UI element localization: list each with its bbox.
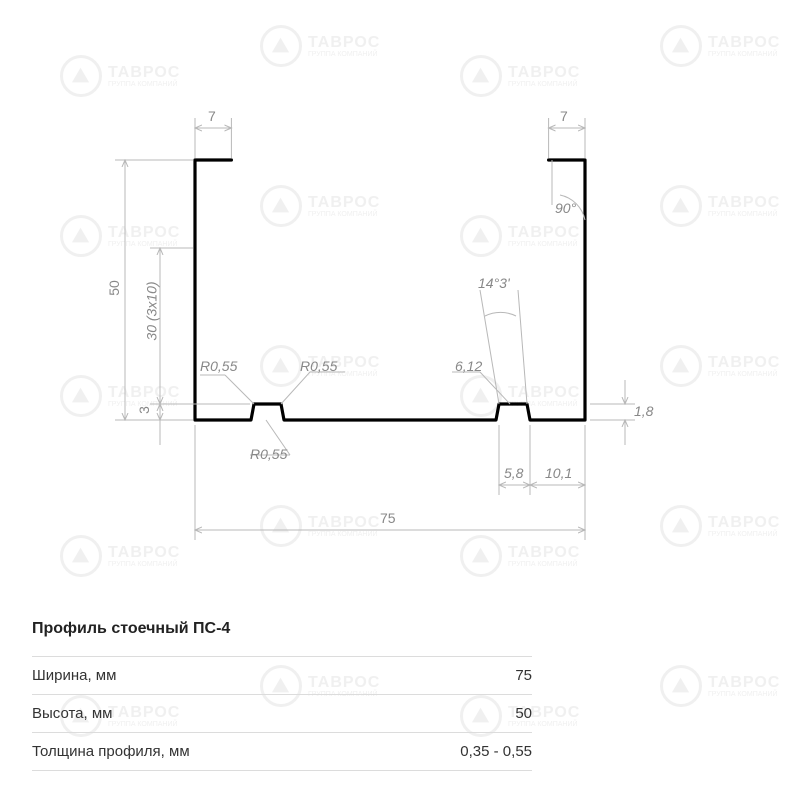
dim-r-topleft: R0,55 bbox=[200, 358, 237, 374]
spec-title: Профиль стоечный ПС-4 bbox=[32, 620, 532, 638]
dim-height-50: 50 bbox=[106, 280, 122, 296]
spec-table: Профиль стоечный ПС-4 Ширина, мм 75 Высо… bbox=[32, 620, 532, 771]
dim-inner-30: 30 (3x10) bbox=[144, 281, 160, 340]
dim-90: 90° bbox=[555, 200, 576, 216]
spec-row: Высота, мм 50 bbox=[32, 694, 532, 732]
dim-top-left-flange: 7 bbox=[208, 108, 216, 124]
spec-value: 0,35 - 0,55 bbox=[460, 743, 532, 760]
dim-notch-3: 3 bbox=[136, 406, 152, 414]
dim-1-8: 1,8 bbox=[634, 403, 653, 419]
spec-row: Ширина, мм 75 bbox=[32, 656, 532, 694]
spec-value: 75 bbox=[515, 667, 532, 684]
spec-value: 50 bbox=[515, 705, 532, 722]
dim-75: 75 bbox=[380, 510, 396, 526]
dim-r-topright: R0,55 bbox=[300, 358, 337, 374]
dim-14: 14°3' bbox=[478, 275, 510, 291]
spec-label: Толщина профиля, мм bbox=[32, 743, 190, 760]
dim-6-12: 6,12 bbox=[455, 358, 482, 374]
watermark: ⛰ТАВРОСГРУППА КОМПАНИЙ bbox=[660, 665, 780, 707]
profile-drawing: 7 7 50 30 (3x10) 3 R0,55 R0,55 R0,55 6,1… bbox=[0, 0, 800, 560]
dim-10-1: 10,1 bbox=[545, 465, 572, 481]
dim-top-right-flange: 7 bbox=[560, 108, 568, 124]
dim-r-bottom: R0,55 bbox=[250, 446, 287, 462]
dim-5-8: 5,8 bbox=[504, 465, 523, 481]
spec-row: Толщина профиля, мм 0,35 - 0,55 bbox=[32, 732, 532, 771]
spec-label: Ширина, мм bbox=[32, 667, 116, 684]
spec-label: Высота, мм bbox=[32, 705, 112, 722]
